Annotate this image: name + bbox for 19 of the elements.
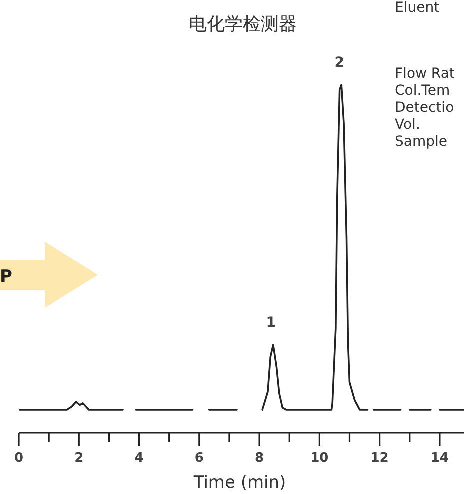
- text: P: [0, 267, 12, 287]
- annotation: Vol.: [395, 117, 420, 133]
- x-tick-label: 8: [255, 451, 264, 466]
- annotation: Sample: [395, 134, 448, 150]
- x-tick-label: 2: [74, 451, 84, 466]
- annotation: 1: [266, 314, 276, 331]
- x-tick-label: 4: [134, 451, 144, 466]
- x-axis-title: Time (min): [192, 473, 286, 493]
- x-tick-label: 14: [430, 451, 449, 466]
- chart-title: 电化学检测器: [189, 14, 297, 35]
- text: Flow Rat: [395, 66, 456, 82]
- x-tick-label: 6: [194, 451, 204, 466]
- x-tick-label: 10: [310, 451, 329, 466]
- annotation: Detectio: [395, 100, 454, 116]
- annotation: 2: [334, 55, 344, 71]
- text: Eluent: [395, 0, 440, 16]
- annotation: Col.Tem: [395, 83, 450, 99]
- x-tick-label: 0: [14, 451, 24, 466]
- x-tick-label: 12: [370, 451, 389, 466]
